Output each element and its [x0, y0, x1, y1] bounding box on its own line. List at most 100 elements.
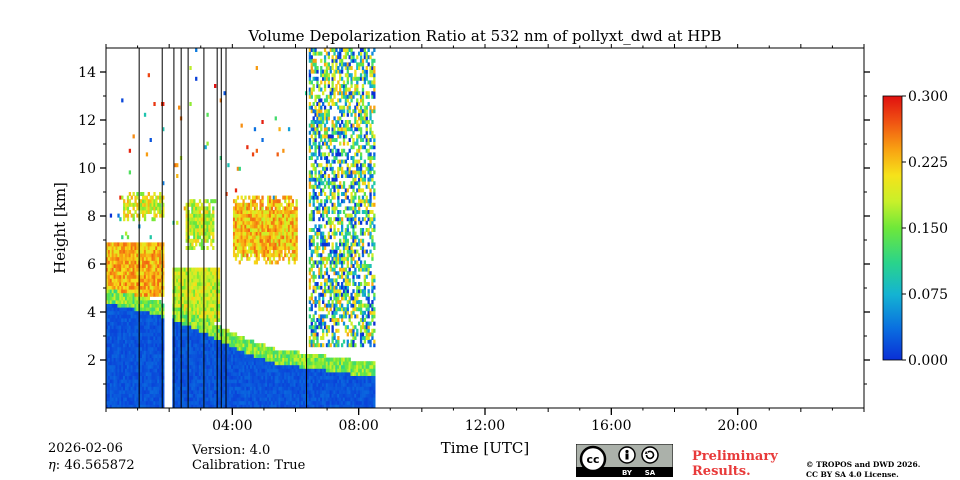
heatmap-cell	[147, 296, 150, 301]
heatmap-cell	[250, 354, 253, 358]
heatmap-cell	[236, 206, 240, 211]
heatmap-cell	[322, 357, 325, 362]
heatmap-cell	[250, 206, 253, 211]
heatmap-cell	[204, 310, 207, 315]
heatmap-cell	[132, 321, 135, 326]
heatmap-cell	[297, 368, 300, 373]
heatmap-cell	[174, 282, 177, 286]
heatmap-cell	[124, 375, 128, 380]
heatmap-cell	[191, 274, 194, 279]
heatmap-cell	[293, 400, 296, 405]
heatmap-cell	[189, 271, 192, 276]
heatmap-cell	[257, 224, 260, 229]
heatmap-cell	[200, 318, 204, 322]
heatmap-cell	[185, 296, 188, 301]
heatmap-cell	[261, 404, 264, 408]
heatmap-cell	[113, 271, 116, 276]
heatmap-cell	[246, 202, 249, 207]
heatmap-cell	[236, 361, 240, 366]
heatmap-cell	[255, 249, 258, 254]
heatmap-cell	[200, 274, 204, 279]
heatmap-cell	[121, 393, 124, 398]
heatmap-cell	[204, 220, 207, 225]
heatmap-cell	[265, 390, 268, 394]
heatmap-cell	[155, 379, 158, 384]
heatmap-cell	[261, 217, 264, 222]
heatmap-cell	[232, 242, 236, 247]
heatmap-cell	[286, 206, 289, 211]
heatmap-cell	[217, 310, 221, 315]
heatmap-cell	[272, 400, 276, 405]
heatmap-cell	[187, 282, 190, 286]
heatmap-cell	[193, 346, 196, 351]
heatmap-cell	[227, 163, 230, 168]
heatmap-cell	[316, 127, 319, 132]
heatmap-cell	[248, 256, 251, 261]
heatmap-cell	[206, 210, 209, 214]
heatmap-cell	[208, 379, 211, 384]
heatmap-cell	[325, 303, 329, 308]
heatmap-cell	[142, 325, 145, 330]
heatmap-cell	[312, 202, 315, 207]
heatmap-cell	[149, 271, 152, 276]
heatmap-cell	[123, 375, 126, 380]
heatmap-cell	[246, 249, 249, 254]
heatmap-cell	[206, 246, 209, 250]
heatmap-cell	[310, 163, 313, 168]
heatmap-cell	[259, 354, 262, 358]
heatmap-cell	[191, 397, 194, 402]
heatmap-cell	[143, 242, 147, 247]
heatmap-cell	[214, 285, 217, 290]
heatmap-cell	[278, 386, 281, 391]
heatmap-cell	[286, 224, 289, 229]
heatmap-cell	[287, 210, 291, 214]
heatmap-cell	[123, 274, 126, 279]
heatmap-cell	[276, 228, 279, 232]
heatmap-cell	[253, 372, 257, 376]
heatmap-cell	[196, 285, 200, 290]
heatmap-cell	[162, 195, 166, 200]
heatmap-cell	[206, 404, 209, 408]
heatmap-cell	[248, 354, 251, 358]
heatmap-cell	[143, 346, 147, 351]
heatmap-cell	[212, 307, 215, 312]
heatmap-cell	[310, 375, 313, 380]
heatmap-cell	[310, 145, 313, 150]
heatmap-cell	[115, 321, 118, 326]
heatmap-cell	[128, 375, 132, 380]
heatmap-cell	[185, 397, 188, 402]
heatmap-cell	[325, 134, 329, 139]
heatmap-cell	[310, 134, 313, 139]
heatmap-cell	[276, 224, 279, 229]
heatmap-cell	[278, 361, 281, 366]
heatmap-cell	[134, 393, 137, 398]
heatmap-cell	[263, 364, 266, 369]
heatmap-cell	[107, 393, 111, 398]
heatmap-cell	[193, 400, 196, 405]
heatmap-cell	[187, 271, 190, 276]
heatmap-cell	[143, 386, 147, 391]
heatmap-cell	[316, 69, 319, 74]
heatmap-cell	[195, 346, 198, 351]
heatmap-cell	[111, 249, 114, 254]
heatmap-cell	[212, 364, 215, 369]
heatmap-cell	[132, 282, 135, 286]
heatmap-cell	[149, 379, 152, 384]
heatmap-cell	[123, 390, 126, 394]
heatmap-cell	[263, 213, 266, 218]
heatmap-cell	[132, 264, 135, 268]
heatmap-cell	[308, 397, 312, 402]
heatmap-cell	[214, 386, 217, 391]
heatmap-cell	[297, 404, 300, 408]
heatmap-cell	[210, 289, 213, 294]
heatmap-cell	[187, 278, 190, 283]
heatmap-cell	[259, 206, 262, 211]
heatmap-cell	[274, 375, 277, 380]
heatmap-cell	[113, 364, 116, 369]
heatmap-cell	[323, 393, 327, 398]
heatmap-cell	[183, 206, 186, 211]
heatmap-cell	[287, 246, 291, 250]
heatmap-cell	[176, 375, 179, 380]
heatmap-cell	[183, 318, 186, 322]
heatmap-cell	[193, 206, 196, 211]
